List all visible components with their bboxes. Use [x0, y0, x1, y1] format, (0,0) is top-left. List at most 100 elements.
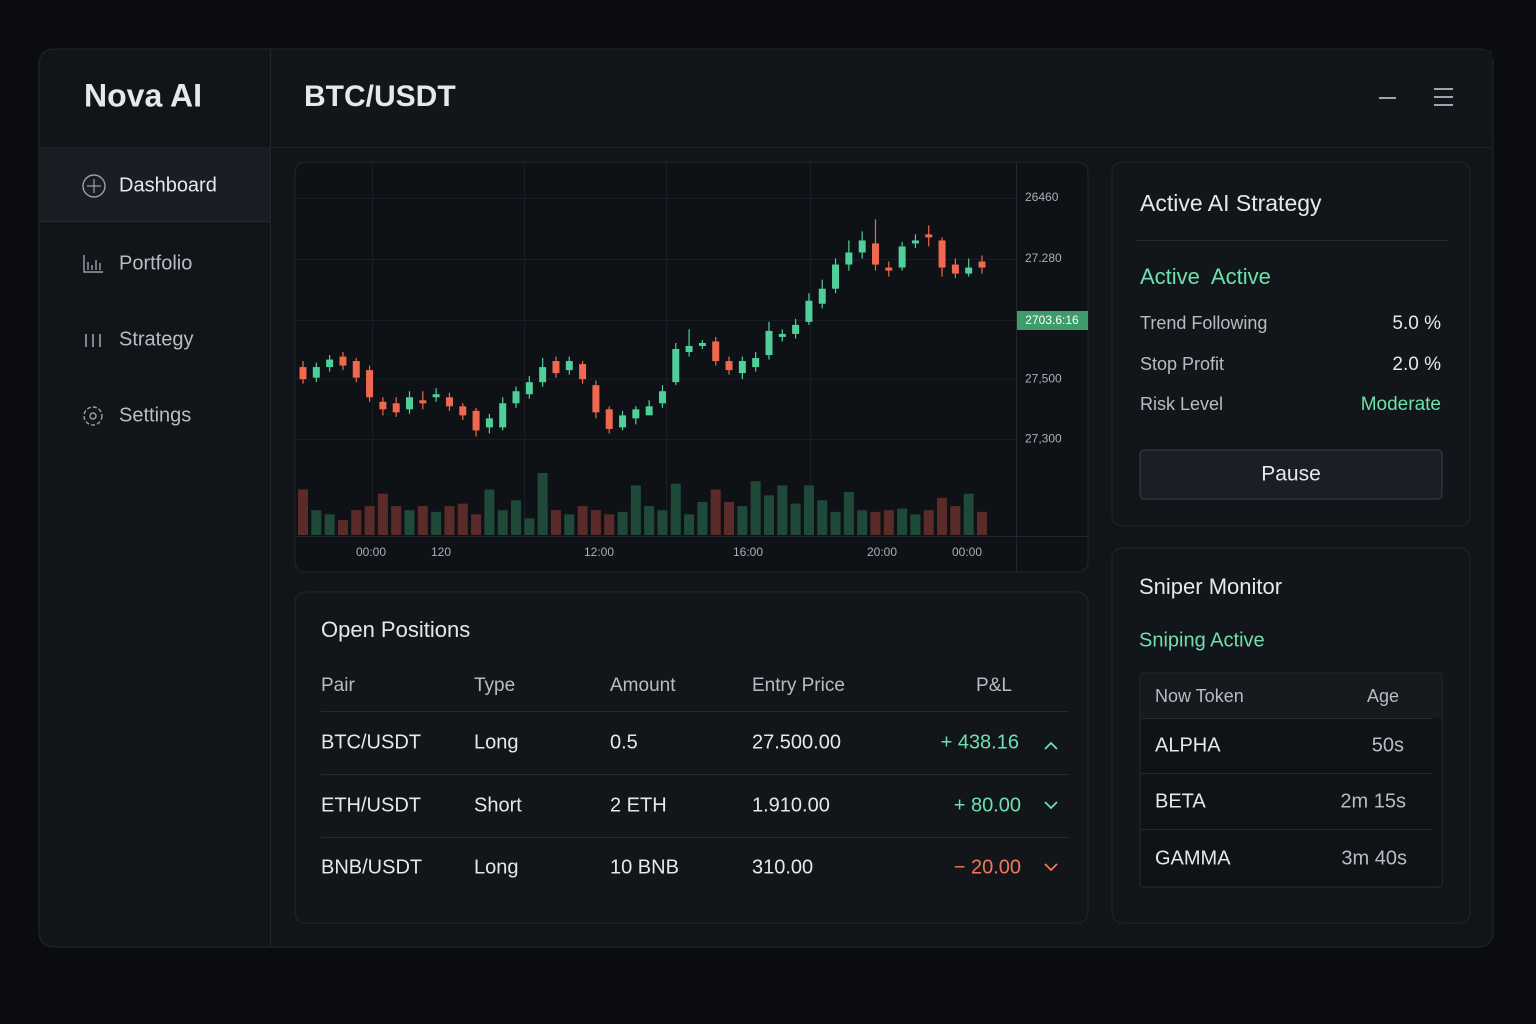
candle-body — [619, 415, 627, 428]
volume-bar — [963, 493, 974, 535]
menu-item[interactable]: Portfolio — [83, 252, 192, 274]
cell: 310.00 — [752, 856, 813, 878]
volume-bar — [817, 500, 828, 535]
strategy-label: Stop Profit — [1140, 354, 1224, 374]
volume-bar — [803, 485, 814, 535]
volume-bar — [511, 500, 522, 535]
chevron-up[interactable] — [1044, 741, 1058, 750]
candle-body — [632, 409, 640, 419]
chevron-down[interactable] — [1044, 863, 1058, 872]
candle-body — [552, 361, 560, 374]
volume-bar — [883, 510, 894, 535]
strategy-value: 5.0 % — [1392, 313, 1441, 334]
pnl: + 80.00 — [954, 794, 1021, 816]
candle-body — [445, 397, 453, 407]
candle-body — [419, 400, 427, 404]
cell: Long — [474, 731, 519, 753]
candle-body — [911, 240, 919, 244]
volume-bar — [790, 503, 801, 535]
icon-strategy — [85, 334, 101, 347]
position-row: BTC/USDT Long 0.5 27.500.00 + 438.16 — [321, 731, 1058, 753]
menu-label[interactable]: Dashboard — [119, 174, 217, 196]
volume-bar — [657, 510, 668, 535]
candle-body — [539, 367, 547, 383]
token-name: BETA — [1155, 790, 1206, 812]
menu-item[interactable]: Settings — [83, 404, 191, 426]
x-tick-label: 20:00 — [867, 545, 897, 559]
x-tick-label: 16:00 — [733, 545, 763, 559]
sniper-status: Sniping Active — [1139, 629, 1265, 651]
candle-body — [499, 403, 507, 428]
volume-bar — [950, 506, 961, 535]
token-name: GAMMA — [1155, 847, 1231, 869]
button-label[interactable]: Pause — [1261, 463, 1321, 486]
y-axis-text: 27.280 — [1025, 251, 1062, 265]
cell: 27.500.00 — [752, 731, 841, 753]
volume-bar — [604, 514, 615, 535]
panel-title: Sniper Monitor — [1139, 574, 1282, 599]
candle-body — [525, 382, 533, 395]
candlestick-chart: 27,500 27,300 26460 27.280 2703.6:16 00:00 120… — [296, 163, 1088, 571]
column-header: Age — [1367, 686, 1399, 706]
menu-button[interactable] — [1434, 88, 1453, 106]
strategy-value: Moderate — [1361, 394, 1441, 415]
menu-label[interactable]: Settings — [119, 404, 191, 426]
chevron-down[interactable] — [1044, 801, 1058, 810]
candle-body — [965, 267, 973, 274]
volume-bar — [923, 510, 934, 535]
cell: Long — [474, 856, 519, 878]
button-bg[interactable] — [1139, 449, 1443, 500]
pause-button[interactable]: Pause — [1139, 449, 1443, 500]
candle-body — [765, 330, 773, 356]
strategy-label: Trend Following — [1140, 313, 1267, 333]
volume-bar — [910, 514, 921, 535]
candle-body — [951, 264, 959, 274]
page-title: BTC/USDT — [304, 80, 456, 113]
candle-body — [472, 410, 480, 431]
volume-bar — [444, 506, 455, 535]
menu-active-bg — [40, 148, 270, 221]
y-axis-text: 26460 — [1025, 190, 1059, 204]
menu-label[interactable]: Strategy — [119, 328, 193, 350]
volume-bar — [524, 518, 535, 535]
table-header-bg — [1141, 674, 1441, 718]
menu-item[interactable]: Strategy — [85, 328, 193, 350]
y-tick-label: 27,300 — [1025, 432, 1062, 446]
last-price-label: 2703.6:16 — [1025, 313, 1079, 327]
volume-bar — [404, 510, 415, 535]
strategy-label: Risk Level — [1140, 394, 1223, 414]
volume-bar — [537, 473, 548, 535]
candle-body — [832, 264, 840, 289]
candle-body — [778, 333, 786, 337]
icon-portfolio — [83, 255, 103, 273]
candle-body — [978, 261, 986, 268]
volume-bar — [724, 501, 735, 535]
candle-body — [326, 359, 334, 368]
volume-bar — [484, 489, 495, 535]
candle-body — [712, 341, 720, 362]
candle-body — [805, 300, 813, 322]
candle-body — [579, 364, 587, 380]
volume-bar — [697, 501, 708, 535]
volume-bar — [471, 514, 482, 535]
volume-bar — [564, 514, 575, 535]
candle-body — [392, 403, 400, 413]
volume-bar — [644, 506, 655, 535]
candle-body — [485, 418, 493, 428]
volume-bar — [497, 510, 508, 535]
x-tick-label: 12:00 — [584, 545, 614, 559]
token-age: 3m 40s — [1341, 847, 1407, 869]
menu-item[interactable]: Dashboard — [82, 174, 217, 198]
volume-bar — [777, 485, 788, 535]
candle-body — [432, 394, 440, 398]
header-bar — [271, 50, 1492, 140]
volume-bar — [977, 511, 987, 535]
menu-label[interactable]: Portfolio — [119, 252, 192, 274]
position-row: ETH/USDT Short 2 ETH 1.910.00 + 80.00 — [321, 794, 1058, 816]
y-tick-label: 27,500 — [1025, 371, 1062, 385]
volume-bar — [590, 510, 601, 535]
volume-bar — [684, 514, 695, 535]
volume-bar — [377, 493, 388, 535]
